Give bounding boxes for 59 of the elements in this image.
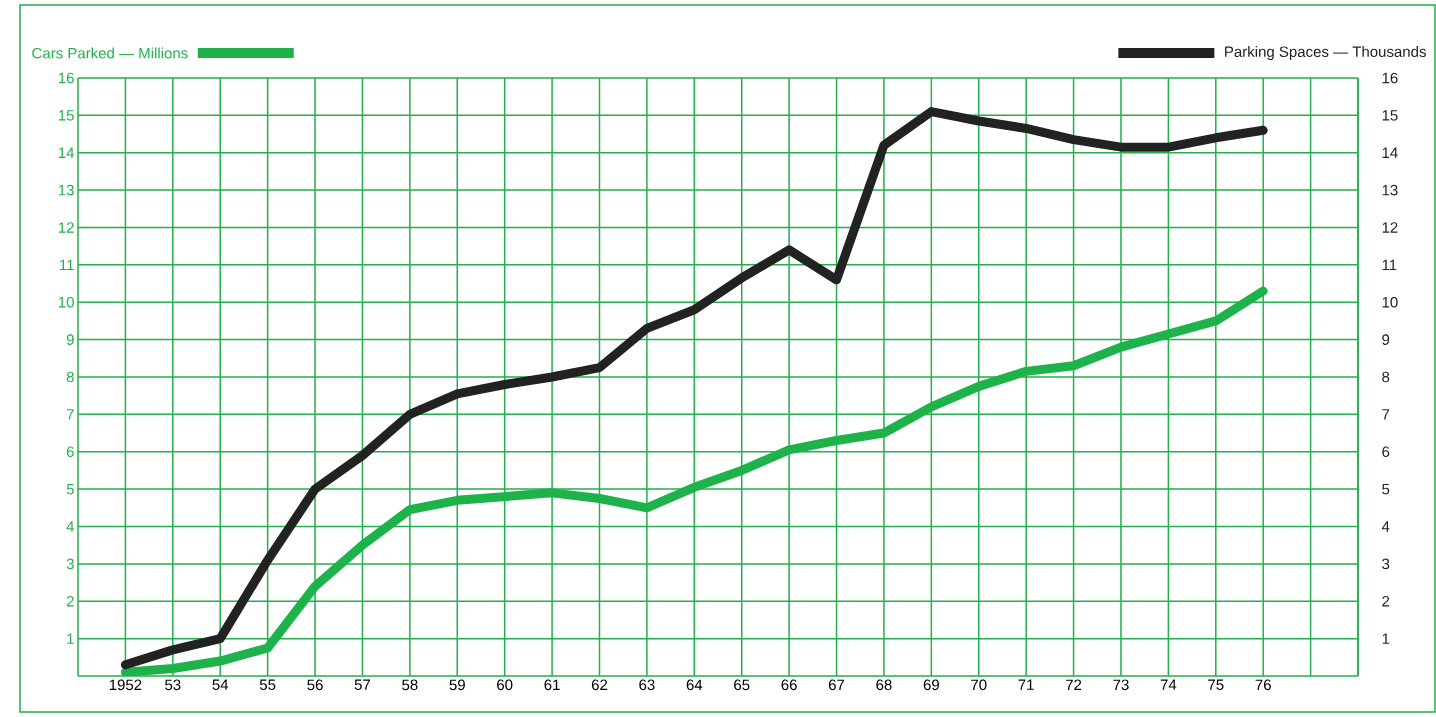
y-tick-label: 15 [58, 110, 74, 121]
y-tick-label: 5 [66, 483, 74, 495]
text: Parking Spaces — Thousands [1225, 45, 1426, 60]
y-tick-label: 1 [67, 633, 74, 644]
x-tick-label: 71 [1018, 679, 1034, 690]
x-tick-label: 68 [876, 679, 892, 691]
x-tick-label: 59 [449, 679, 465, 691]
y2-tick-label: 3 [1382, 558, 1390, 570]
x-tick-label: 73 [1113, 679, 1129, 691]
y-tick-label: 10 [58, 296, 74, 308]
y-tick-label: 13 [58, 184, 74, 196]
x-tick-label: 53 [165, 679, 181, 691]
x-tick-label: 76 [1255, 679, 1271, 691]
y2-tick-label: 15 [1382, 110, 1398, 121]
y-tick-label: 4 [66, 521, 75, 532]
y2-tick-label: 13 [1382, 184, 1398, 196]
y-tick-label: 11 [60, 259, 74, 271]
y-tick-label: 8 [66, 371, 74, 383]
y2-tick-label: 8 [1382, 371, 1390, 383]
y-tick-label: 12 [58, 222, 74, 233]
y2-tick-label: 1 [1382, 633, 1390, 644]
text: Cars Parked — Millions [32, 47, 188, 59]
y2-tick-label: 14 [1382, 147, 1398, 158]
x-tick-label: 61 [544, 679, 560, 691]
y2-tick-label: 16 [1382, 72, 1398, 84]
y2-tick-label: 6 [1382, 446, 1390, 458]
x-tick-label: 62 [591, 679, 608, 691]
x-tick-label: 63 [639, 679, 655, 691]
y2-tick-label: 4 [1381, 521, 1390, 532]
y2-tick-label: 5 [1382, 483, 1390, 495]
y-tick-label: 9 [66, 334, 74, 345]
y2-tick-label: 7 [1382, 409, 1390, 420]
x-tick-label: 65 [734, 679, 750, 691]
y-tick-label: 16 [58, 72, 74, 84]
x-tick-label: 60 [497, 679, 513, 691]
y2-tick-label: 10 [1382, 296, 1398, 308]
x-tick-label: 55 [259, 679, 276, 690]
x-tick-label: 69 [923, 679, 939, 691]
y-tick-label: 6 [66, 446, 74, 458]
y2-tick-label: 9 [1382, 334, 1390, 345]
y-tick-label: 2 [66, 596, 74, 607]
x-tick-label: 54 [212, 679, 229, 690]
x-tick-label: 58 [402, 679, 418, 691]
y-tick-label: 3 [66, 558, 74, 570]
x-tick-label: 72 [1065, 679, 1082, 690]
x-tick-label: 57 [354, 679, 371, 690]
x-tick-label: 70 [971, 679, 987, 691]
x-tick-label: 75 [1208, 679, 1224, 690]
y2-tick-label: 11 [1382, 259, 1397, 271]
x-tick-label: 67 [828, 679, 845, 691]
x-tick-label: 66 [781, 679, 797, 691]
x-tick-label: 64 [686, 679, 703, 691]
x-tick-label: 74 [1160, 679, 1177, 690]
y-tick-label: 14 [58, 147, 75, 158]
x-tick-label: 1952 [109, 679, 142, 691]
y2-tick-label: 2 [1382, 596, 1390, 607]
y2-tick-label: 12 [1382, 222, 1398, 233]
y-tick-label: 7 [66, 409, 74, 420]
x-tick-label: 56 [307, 679, 323, 691]
